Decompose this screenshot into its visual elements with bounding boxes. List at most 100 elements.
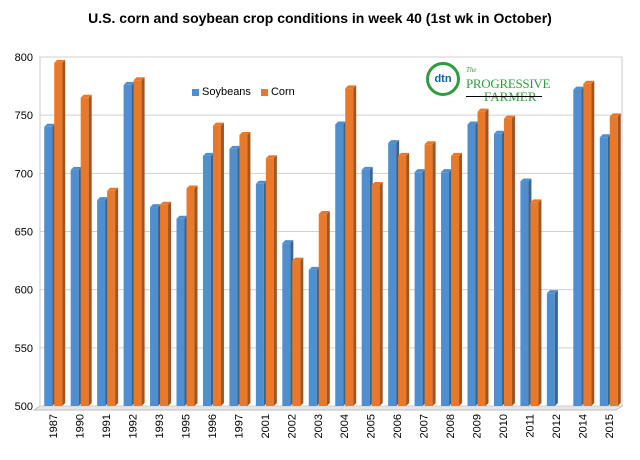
bar-top xyxy=(212,122,224,126)
bar-face xyxy=(318,214,327,406)
bar-corn-2009 xyxy=(477,108,489,406)
bar-top xyxy=(477,108,489,112)
x-tick-label: 2002 xyxy=(286,414,298,438)
bar-face xyxy=(520,181,529,406)
x-tick-label: 2009 xyxy=(472,414,484,438)
y-tick-label: 650 xyxy=(15,227,33,239)
bar-soybeans-2001 xyxy=(255,180,267,406)
bar-side xyxy=(168,201,172,406)
bar-corn-2006 xyxy=(398,152,410,406)
bar-corn-1992 xyxy=(133,77,145,407)
bar-top xyxy=(398,152,410,156)
x-tick-label: 2004 xyxy=(339,414,351,438)
x-tick-label: 1987 xyxy=(48,414,60,438)
bar-face xyxy=(467,124,476,407)
x-tick-label: 2007 xyxy=(419,414,431,438)
legend-item-corn: Corn xyxy=(260,86,295,98)
x-tick-label: 1996 xyxy=(207,414,219,438)
bar-face xyxy=(70,169,79,406)
legend-label-corn: Corn xyxy=(270,86,295,98)
bar-face xyxy=(186,188,195,406)
bar-face xyxy=(609,116,618,406)
bar-top xyxy=(345,85,357,89)
bar-soybeans-2008 xyxy=(441,169,453,406)
x-tick-label: 2010 xyxy=(498,414,510,438)
bar-face xyxy=(133,80,142,407)
bar-soybeans-2012 xyxy=(546,290,558,406)
x-tick-label: 2014 xyxy=(577,414,589,438)
bar-corn-2003 xyxy=(318,211,330,406)
bar-face xyxy=(335,124,344,407)
logo-wordmark: The PROGRESSIVE FARMER xyxy=(466,64,550,103)
bar-top xyxy=(176,215,188,219)
bar-side xyxy=(326,211,330,406)
bar-top xyxy=(546,290,558,294)
bar-face xyxy=(255,183,264,406)
bar-soybeans-2004 xyxy=(335,121,347,407)
bar-face xyxy=(54,62,63,407)
logo-the: The xyxy=(466,66,477,74)
bar-face xyxy=(493,133,502,406)
bar-face xyxy=(573,89,582,406)
bar-side xyxy=(485,108,489,406)
bar-corn-1997 xyxy=(239,131,251,406)
bar-corn-2008 xyxy=(451,152,463,406)
bar-corn-2014 xyxy=(583,80,595,407)
bar-top xyxy=(308,266,320,270)
bar-corn-1995 xyxy=(186,185,198,406)
bar-top xyxy=(609,113,621,117)
bar-soybeans-1993 xyxy=(150,204,162,406)
bar-top xyxy=(361,166,373,170)
plot-floor xyxy=(32,405,624,411)
bar-soybeans-2006 xyxy=(388,140,400,406)
bar-top xyxy=(414,169,426,173)
bar-corn-2004 xyxy=(345,85,357,406)
bar-side xyxy=(459,152,463,406)
bar-face xyxy=(97,200,106,406)
bar-top xyxy=(583,80,595,84)
bar-top xyxy=(424,141,436,145)
x-tick-label: 1991 xyxy=(101,414,113,438)
bar-soybeans-1992 xyxy=(123,81,135,407)
bar-corn-1993 xyxy=(160,201,172,406)
bar-side xyxy=(379,181,383,406)
bar-soybeans-2002 xyxy=(282,240,294,406)
bar-soybeans-2007 xyxy=(414,169,426,406)
bar-corn-2011 xyxy=(530,199,542,406)
bar-face xyxy=(107,190,116,406)
bar-face xyxy=(160,204,169,406)
bar-face xyxy=(282,243,291,406)
bar-top xyxy=(318,211,330,215)
bar-soybeans-2009 xyxy=(467,121,479,407)
bar-face xyxy=(361,169,370,406)
x-tick-label: 2011 xyxy=(524,414,536,438)
bar-face xyxy=(239,134,248,406)
bar-corn-2005 xyxy=(371,181,383,406)
bar-face xyxy=(202,155,211,406)
bar-soybeans-2015 xyxy=(599,134,611,406)
bar-face xyxy=(599,137,608,406)
bar-side xyxy=(538,199,542,406)
bar-face xyxy=(308,269,317,406)
y-tick-label: 600 xyxy=(15,285,33,297)
legend-swatch-soybeans xyxy=(192,88,199,96)
bar-corn-2010 xyxy=(503,115,515,406)
x-tick-label: 2001 xyxy=(260,414,272,438)
bar-soybeans-2010 xyxy=(493,130,505,406)
bar-top xyxy=(70,166,82,170)
bar-face xyxy=(441,172,450,406)
dtn-progressive-farmer-logo: dtn The PROGRESSIVE FARMER xyxy=(424,60,550,103)
bar-side xyxy=(141,77,145,407)
bar-face xyxy=(388,143,397,406)
bar-soybeans-2011 xyxy=(520,178,532,406)
bar-corn-2007 xyxy=(424,141,436,406)
bar-side xyxy=(406,152,410,406)
bar-top xyxy=(335,121,347,125)
bar-top xyxy=(107,187,119,191)
x-tick-label: 1997 xyxy=(233,414,245,438)
bar-top xyxy=(371,181,383,185)
bar-face xyxy=(451,155,460,406)
bar-side xyxy=(273,155,277,406)
bar-corn-2002 xyxy=(292,257,304,406)
bar-top xyxy=(503,115,515,119)
